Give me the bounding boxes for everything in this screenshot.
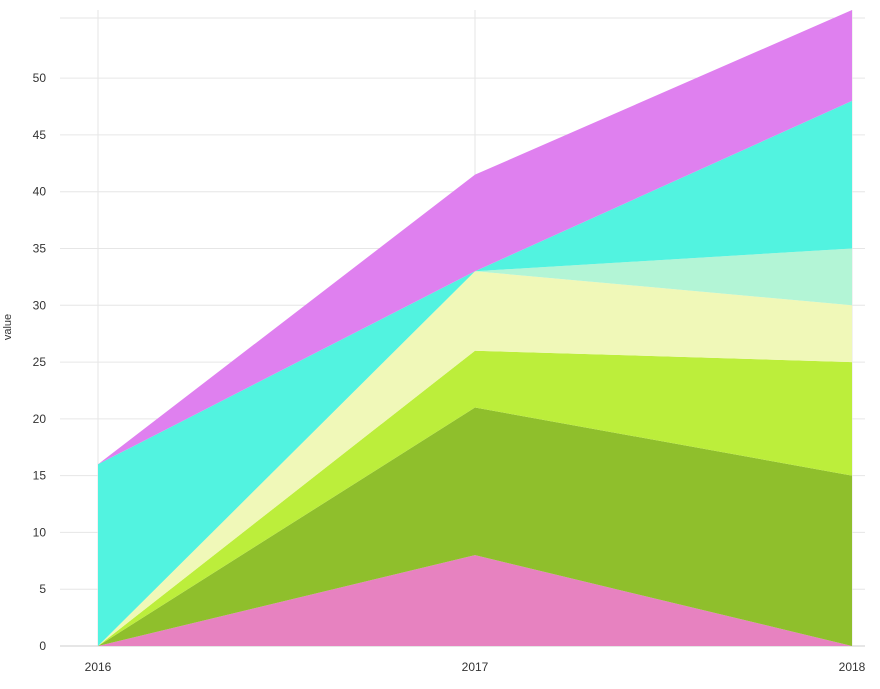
x-axis-ticks: 2016 2017 2018 (85, 660, 866, 674)
y-tick-label: 45 (33, 128, 47, 142)
y-tick-label: 25 (33, 355, 47, 369)
y-tick-label: 40 (33, 185, 47, 199)
series-areas (98, 10, 852, 647)
y-tick-label: 10 (33, 525, 47, 539)
y-tick-label: 15 (33, 469, 47, 483)
series-area-3 (98, 350, 852, 646)
x-tick-label: 2018 (839, 660, 866, 674)
series-area-7 (98, 10, 852, 465)
y-tick-label: 5 (39, 582, 46, 596)
series-area-4 (98, 271, 852, 646)
y-tick-label: 30 (33, 298, 47, 312)
y-axis-title: value (2, 314, 14, 340)
y-tick-label: 0 (39, 639, 46, 653)
y-axis-ticks: 0 5 10 15 20 25 30 35 40 45 50 (33, 71, 47, 653)
series-area-6 (98, 100, 852, 647)
series-area-1 (98, 555, 852, 646)
y-tick-label: 50 (33, 71, 47, 85)
y-tick-label: 20 (33, 412, 47, 426)
series-area-5 (98, 248, 852, 646)
y-tick-label: 35 (33, 242, 47, 256)
x-tick-label: 2017 (462, 660, 489, 674)
series-area-2 (98, 407, 852, 646)
x-tick-label: 2016 (85, 660, 112, 674)
